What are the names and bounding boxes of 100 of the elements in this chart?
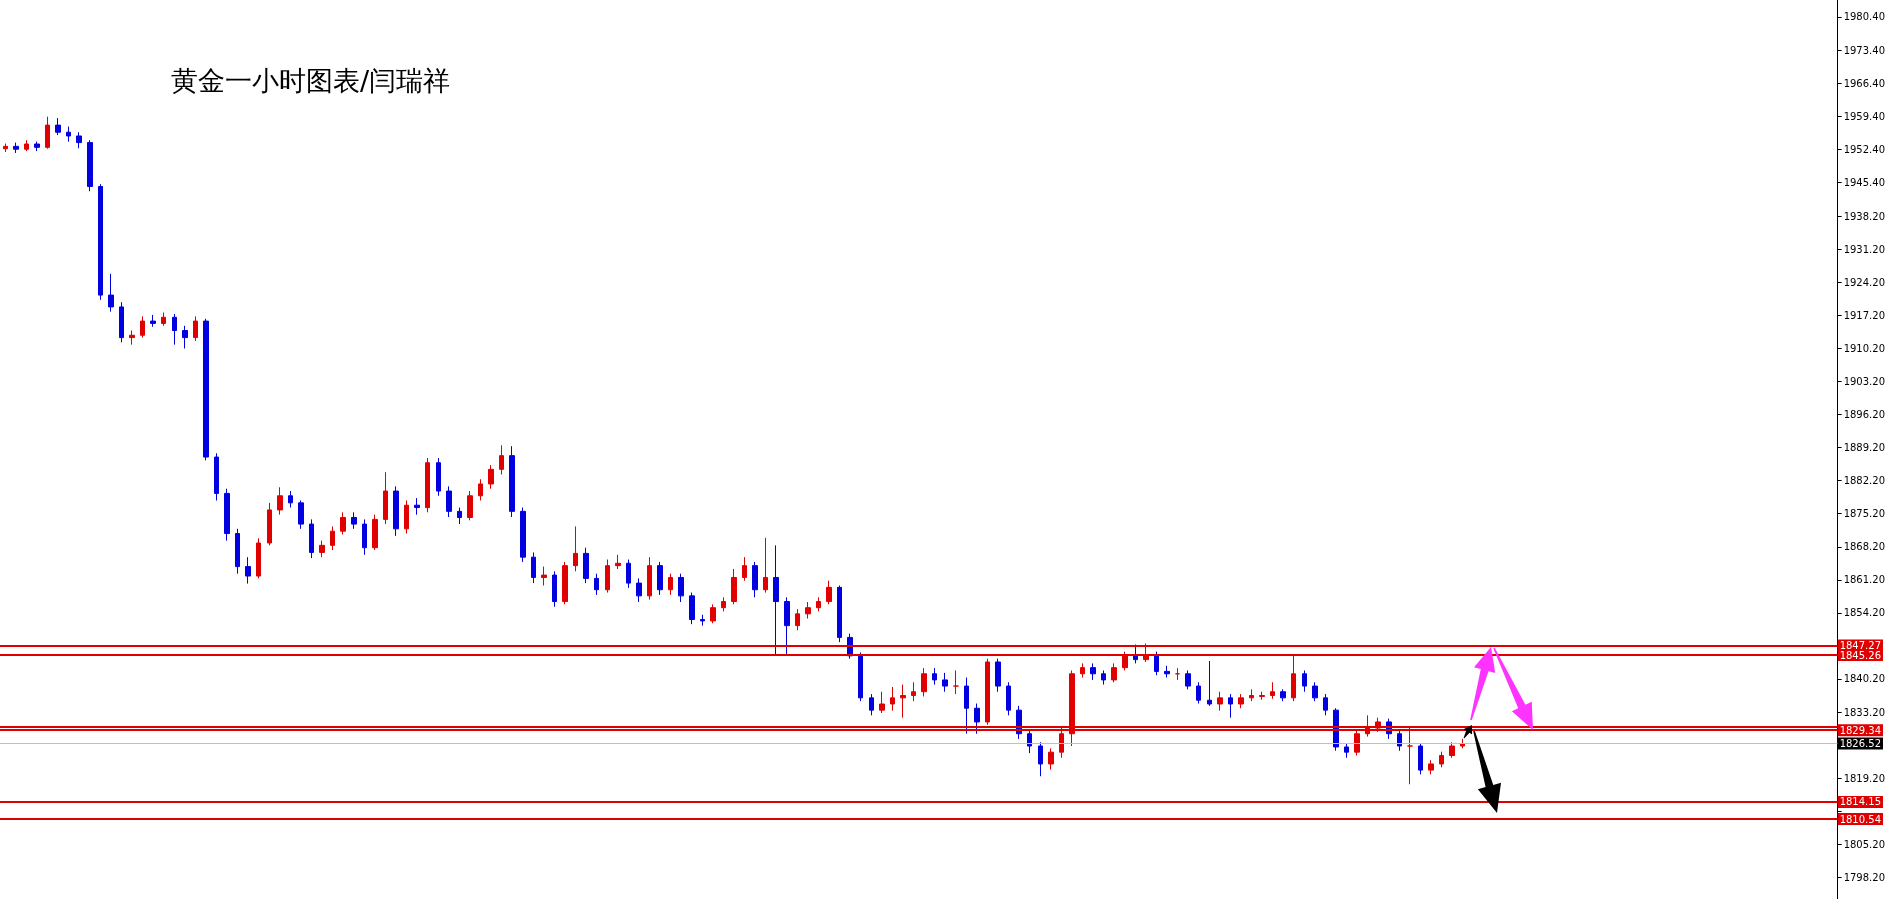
candlestick [1196, 681, 1201, 705]
candlestick [499, 444, 504, 476]
candlestick [404, 499, 409, 535]
candlestick [1228, 693, 1233, 719]
candlestick [605, 559, 610, 594]
candlestick [626, 559, 631, 589]
candlestick [1439, 751, 1444, 768]
candlestick [235, 528, 240, 575]
candlestick [552, 570, 557, 608]
candlestick [974, 703, 980, 735]
candlestick [467, 490, 473, 521]
candlestick [1270, 681, 1275, 700]
y-tick-label: 1805.20 [1843, 838, 1886, 850]
candlestick [752, 561, 758, 598]
candlestick [900, 684, 906, 719]
candlestick [414, 497, 420, 516]
y-tick-label: 1959.40 [1843, 110, 1886, 122]
y-tick-label: 1882.20 [1843, 475, 1886, 487]
candlestick [573, 525, 578, 572]
candlestick [858, 652, 863, 702]
candlestick [710, 603, 716, 624]
ref-line-label: 1826.52 [1839, 738, 1882, 750]
candlestick [1027, 728, 1032, 754]
candlestick [1185, 669, 1191, 690]
y-tick-label: 1938.20 [1843, 210, 1886, 222]
candlestick [869, 693, 874, 716]
candlestick [150, 314, 156, 328]
candlestick [594, 573, 599, 596]
candlestick [805, 601, 811, 620]
candlestick [1428, 759, 1434, 775]
candlestick [446, 485, 452, 518]
ref-line-label: 1845.26 [1839, 649, 1882, 661]
candlestick [309, 518, 314, 559]
candlestick [636, 577, 642, 603]
candlestick [1323, 693, 1328, 716]
ref-line-label: 1847.27 [1839, 640, 1882, 652]
y-tick-label: 1966.40 [1843, 77, 1886, 89]
candlestick [1111, 662, 1117, 683]
candlestick [488, 464, 494, 490]
candlestick [288, 490, 293, 509]
candlestick [24, 139, 29, 152]
candlestick [129, 330, 135, 346]
candlestick [879, 691, 885, 714]
candlestick [224, 488, 230, 542]
candlestick [837, 584, 842, 643]
candlestick [340, 511, 346, 535]
candlestick [1090, 662, 1096, 681]
y-tick-label: 1910.20 [1843, 342, 1886, 354]
candlestick [66, 126, 71, 143]
candlestick [1238, 693, 1244, 709]
candlestick [964, 677, 969, 735]
candlestick [298, 499, 304, 530]
candlestick [140, 315, 145, 339]
candlestick [1249, 688, 1254, 702]
candlestick [87, 139, 93, 192]
y-tick-label: 1945.40 [1843, 176, 1886, 188]
candlestick [1006, 681, 1011, 716]
y-tick-label: 1819.20 [1843, 772, 1886, 784]
y-tick-label: 1952.40 [1843, 143, 1886, 155]
candlestick [13, 142, 19, 154]
candlestick [1048, 747, 1054, 771]
candlestick [76, 131, 82, 149]
candlestick [1080, 662, 1085, 679]
y-tick-label: 1854.20 [1843, 607, 1886, 619]
candlestick [1164, 665, 1170, 679]
candlestick [277, 486, 283, 516]
y-tick-label: 1875.20 [1843, 508, 1886, 520]
candlestick [826, 580, 832, 605]
candlestick [541, 566, 547, 586]
candlestick [362, 518, 367, 556]
candlestick [615, 554, 621, 570]
candlestick [161, 312, 166, 327]
candlestick [784, 596, 790, 655]
candlestick [245, 556, 251, 585]
candlestick [393, 485, 399, 537]
candlestick [942, 672, 948, 693]
candlestick [1154, 651, 1159, 676]
candlestick [932, 667, 937, 686]
candlestick [1302, 669, 1307, 693]
candlestick [742, 556, 747, 582]
candlestick [816, 596, 821, 612]
candlestick [763, 537, 768, 594]
candlestick [1280, 688, 1286, 702]
candlestick [678, 573, 684, 603]
candlestick [372, 514, 378, 551]
candlestick [193, 315, 198, 342]
candlestick [1133, 644, 1138, 664]
candlestick [647, 556, 652, 601]
y-tick-label: 1973.40 [1843, 44, 1886, 56]
candlestick [700, 614, 705, 627]
candlestick [890, 686, 895, 712]
y-tick-label: 1980.40 [1843, 11, 1886, 23]
y-tick-label: 1861.20 [1843, 574, 1886, 586]
y-tick-label: 1924.20 [1843, 276, 1886, 288]
candlestick [1418, 743, 1423, 775]
candlestick [531, 551, 536, 584]
candlestick [45, 116, 50, 150]
y-tick-label: 1931.20 [1843, 243, 1886, 255]
candlestick [3, 143, 8, 153]
candlestick [182, 325, 188, 349]
